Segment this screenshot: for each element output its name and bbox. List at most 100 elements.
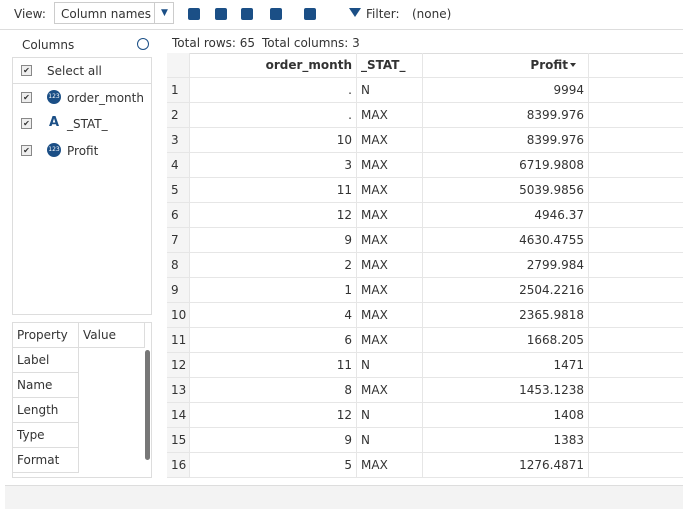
table-cell: 4946.37 <box>423 203 589 228</box>
property-name: Length <box>13 398 79 423</box>
table-cell <box>589 228 683 253</box>
table-cell: 9 <box>190 428 357 453</box>
table-cell: 1471 <box>423 353 589 378</box>
properties-table <box>12 322 152 478</box>
column-row <box>13 57 151 84</box>
table-cell <box>589 253 683 278</box>
table-cell: MAX <box>357 178 423 203</box>
table-cell: 4 <box>190 303 357 328</box>
property-name: Type <box>13 423 79 448</box>
table-cell: MAX <box>357 203 423 228</box>
header-cell <box>589 53 683 78</box>
filter-icon <box>349 8 361 17</box>
table-cell: 9994 <box>423 78 589 103</box>
table-cell: MAX <box>357 453 423 478</box>
table-cell: N <box>357 353 423 378</box>
table-cell <box>589 128 683 153</box>
table-cell: 5 <box>190 453 357 478</box>
checkbox[interactable]: ✔ <box>21 144 32 156</box>
table-cell: 8399.976 <box>423 103 589 128</box>
column-name: Profit <box>67 143 99 158</box>
toolbar-icon[interactable] <box>215 8 227 20</box>
table-cell: 1383 <box>423 428 589 453</box>
table-cell: MAX <box>357 278 423 303</box>
checkbox[interactable]: ✔ <box>21 65 32 76</box>
row-number: 7 <box>167 228 190 253</box>
table-cell: 2504.2216 <box>423 278 589 303</box>
table-cell: MAX <box>357 328 423 353</box>
table-cell: 12 <box>190 403 357 428</box>
row-number: 12 <box>167 353 190 378</box>
table-cell <box>589 78 683 103</box>
checkbox[interactable]: ✔ <box>21 91 32 103</box>
table-cell <box>589 378 683 403</box>
row-number: 10 <box>167 303 190 328</box>
table-cell: MAX <box>357 128 423 153</box>
table-cell: 2799.984 <box>423 253 589 278</box>
column-name: Select all <box>47 64 102 78</box>
table-cell <box>589 203 683 228</box>
table-cell: 1408 <box>423 403 589 428</box>
row-number: 1 <box>167 78 190 103</box>
table-cell: 1668.205 <box>423 328 589 353</box>
scrollbar[interactable] <box>145 350 150 460</box>
view-select[interactable]: Column names <box>54 2 174 24</box>
table-cell: MAX <box>357 153 423 178</box>
table-cell <box>589 178 683 203</box>
table-cell: . <box>190 78 357 103</box>
table-cell <box>589 453 683 478</box>
toolbar-icon[interactable] <box>188 8 200 20</box>
table-cell: 2365.9818 <box>423 303 589 328</box>
table-cell: 8 <box>190 378 357 403</box>
columns-title: Columns <box>22 38 75 52</box>
checkbox[interactable]: ✔ <box>21 118 32 129</box>
table-cell: MAX <box>357 378 423 403</box>
sort-indicator <box>570 63 576 67</box>
property-name: Label <box>13 348 79 373</box>
table-cell <box>589 153 683 178</box>
table-cell: 3 <box>190 153 357 178</box>
type-icon: A <box>48 115 60 130</box>
row-number: 4 <box>167 153 190 178</box>
row-number: 9 <box>167 278 190 303</box>
filter-value: (none) <box>412 7 452 21</box>
type-icon: 123 <box>47 142 61 157</box>
table-cell: 8399.976 <box>423 128 589 153</box>
table-cell: 9 <box>190 228 357 253</box>
toolbar-icon[interactable] <box>270 8 282 20</box>
row-number: 5 <box>167 178 190 203</box>
property-name: Name <box>13 373 79 398</box>
collapse-button[interactable] <box>137 38 149 50</box>
column-header[interactable]: order_month <box>190 53 357 78</box>
row-number: 8 <box>167 253 190 278</box>
table-cell: 1 <box>190 278 357 303</box>
table-cell: 10 <box>190 128 357 153</box>
dropdown-button[interactable]: ▼ <box>154 3 174 23</box>
table-cell: N <box>357 78 423 103</box>
row-number: 3 <box>167 128 190 153</box>
table-cell: MAX <box>357 103 423 128</box>
column-name: order_month <box>67 90 144 105</box>
table-cell <box>589 278 683 303</box>
column-header[interactable]: _STAT_ <box>357 53 423 78</box>
row-number: 15 <box>167 428 190 453</box>
header-cell <box>167 53 190 78</box>
total-columns: Total columns: 3 <box>262 36 360 50</box>
footer-bar <box>5 485 683 509</box>
toolbar-icon[interactable] <box>304 8 316 20</box>
property-header: Value <box>79 323 145 348</box>
row-number: 6 <box>167 203 190 228</box>
table-cell: 11 <box>190 178 357 203</box>
table-cell: . <box>190 103 357 128</box>
table-cell: N <box>357 403 423 428</box>
column-header[interactable]: Profit <box>423 53 589 78</box>
property-name: Format <box>13 448 79 473</box>
table-cell <box>589 328 683 353</box>
row-number: 14 <box>167 403 190 428</box>
toolbar-icon[interactable] <box>241 8 253 20</box>
type-icon: 123 <box>47 89 61 104</box>
table-cell: 1453.1238 <box>423 378 589 403</box>
table-cell: N <box>357 428 423 453</box>
table-cell <box>589 103 683 128</box>
table-cell: MAX <box>357 228 423 253</box>
